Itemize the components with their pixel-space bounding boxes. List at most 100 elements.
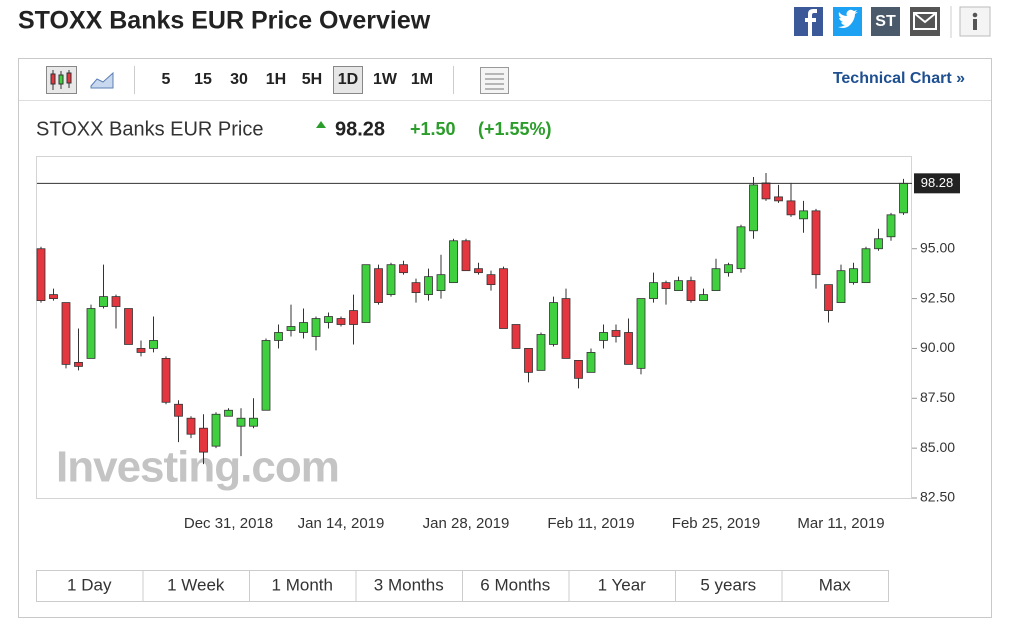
candle-body bbox=[861, 248, 871, 284]
candle-body bbox=[611, 330, 621, 337]
candle-body bbox=[86, 308, 96, 359]
price-change: +1.50 bbox=[410, 119, 456, 139]
interval-button[interactable]: 30 bbox=[230, 71, 248, 88]
candle-body bbox=[486, 274, 496, 286]
candle-body bbox=[561, 298, 571, 359]
y-tick-label: 85.00 bbox=[920, 439, 955, 455]
candle-body bbox=[124, 308, 133, 345]
candle-body bbox=[649, 282, 658, 299]
range-label[interactable]: 1 Day bbox=[67, 575, 112, 594]
y-tick-label: 95.00 bbox=[920, 239, 955, 255]
candle-body bbox=[224, 409, 233, 417]
range-button[interactable] bbox=[462, 570, 570, 602]
range-button[interactable] bbox=[568, 570, 676, 602]
candle-body bbox=[549, 302, 558, 345]
line-type-button[interactable] bbox=[90, 71, 114, 89]
candles: 82.50 85.00 87.50 90.00 92.50 95.00 Dec 31, 20… bbox=[36, 172, 960, 532]
interval-buttons: 5 15 30 1H 5H 1D 1W 1M bbox=[162, 66, 433, 94]
technical-chart-link[interactable]: Technical Chart » bbox=[833, 70, 965, 87]
candle-body bbox=[186, 417, 196, 435]
last-price: 98.28 bbox=[335, 118, 385, 140]
candle-body bbox=[311, 318, 321, 337]
candle-body bbox=[624, 332, 633, 365]
candle-body bbox=[61, 302, 71, 365]
last-price-tag-label: 98.28 bbox=[921, 175, 954, 190]
candle-body bbox=[836, 270, 846, 303]
interval-button[interactable]: 15 bbox=[194, 71, 212, 88]
candle-glyph bbox=[50, 70, 72, 90]
page-title: STOXX Banks EUR Price Overview bbox=[18, 7, 431, 35]
candle-body bbox=[474, 268, 483, 274]
range-label[interactable]: Max bbox=[819, 575, 852, 594]
price-change-percent: (+1.55%) bbox=[478, 119, 552, 139]
share-icons: ST bbox=[794, 6, 991, 38]
interval-button[interactable]: 1D bbox=[338, 71, 358, 88]
interval-selected[interactable] bbox=[333, 66, 363, 94]
range-button[interactable] bbox=[355, 570, 463, 602]
interval-button[interactable]: 1M bbox=[411, 71, 433, 88]
candle-body bbox=[99, 296, 108, 307]
candle-body bbox=[824, 284, 833, 311]
interval-button[interactable]: 5H bbox=[302, 71, 322, 88]
candle-body bbox=[661, 282, 671, 290]
range-label[interactable]: 3 Months bbox=[374, 575, 444, 594]
interval-button[interactable]: 1W bbox=[373, 71, 398, 88]
stocktwits-icon[interactable] bbox=[871, 7, 900, 36]
last-price-tag bbox=[914, 173, 960, 194]
candle-body bbox=[736, 226, 746, 270]
mail-glyph bbox=[913, 12, 937, 24]
candle-body bbox=[724, 264, 733, 274]
table-button[interactable] bbox=[480, 67, 509, 94]
candle-body bbox=[799, 210, 808, 220]
range-label[interactable]: 6 Months bbox=[480, 575, 550, 594]
up-arrow bbox=[316, 121, 326, 128]
candle-body bbox=[711, 268, 721, 292]
facebook-glyph bbox=[805, 9, 817, 36]
watermark: Investing.com bbox=[56, 443, 339, 492]
candle-body bbox=[786, 200, 796, 216]
range-button[interactable] bbox=[781, 570, 889, 602]
candle-body bbox=[236, 417, 246, 427]
range-buttons: 1 Day 1 Week 1 Month 3 Months 6 Months 1 Year… bbox=[36, 570, 889, 602]
range-label[interactable]: 5 years bbox=[700, 575, 756, 594]
info-glyph bbox=[973, 19, 977, 30]
candle-body bbox=[686, 280, 696, 301]
candle-body bbox=[36, 248, 46, 301]
candle-body bbox=[111, 296, 121, 307]
interval-button[interactable]: 5 bbox=[162, 71, 171, 88]
x-tick-label: Jan 28, 2019 bbox=[423, 515, 510, 532]
candle-body bbox=[349, 310, 358, 325]
candle-body bbox=[161, 358, 171, 403]
chart-title: STOXX Banks EUR Price bbox=[36, 118, 263, 140]
candle-body bbox=[511, 324, 521, 349]
twitter-glyph bbox=[838, 9, 858, 28]
x-tick-label: Mar 11, 2019 bbox=[797, 515, 884, 532]
candle-body bbox=[374, 268, 383, 303]
range-button[interactable] bbox=[675, 570, 783, 602]
candle-body bbox=[286, 326, 296, 331]
candle-body bbox=[749, 184, 758, 232]
y-tick-label: 87.50 bbox=[920, 389, 955, 405]
candle-body bbox=[674, 280, 683, 292]
interval-button[interactable]: 1H bbox=[266, 71, 286, 88]
candle-body bbox=[49, 294, 58, 299]
range-button[interactable] bbox=[36, 570, 144, 602]
candle-body bbox=[149, 340, 158, 349]
range-label[interactable]: 1 Week bbox=[167, 575, 225, 594]
candle-body bbox=[849, 268, 858, 284]
candle-body bbox=[411, 282, 421, 294]
table-glyph bbox=[485, 73, 504, 90]
range-button[interactable] bbox=[249, 570, 357, 602]
candle-body bbox=[449, 240, 458, 284]
range-button[interactable] bbox=[142, 570, 250, 602]
candle-body bbox=[299, 322, 308, 333]
candle-body bbox=[761, 182, 771, 200]
range-label[interactable]: 1 Month bbox=[272, 575, 333, 594]
candle-body bbox=[199, 427, 208, 453]
range-label[interactable]: 1 Year bbox=[598, 575, 647, 594]
candle-body bbox=[886, 214, 896, 238]
candle-body bbox=[324, 316, 333, 323]
candle-body bbox=[74, 361, 83, 367]
candle-body bbox=[436, 274, 446, 292]
stocktwits-label: ST bbox=[875, 13, 896, 30]
